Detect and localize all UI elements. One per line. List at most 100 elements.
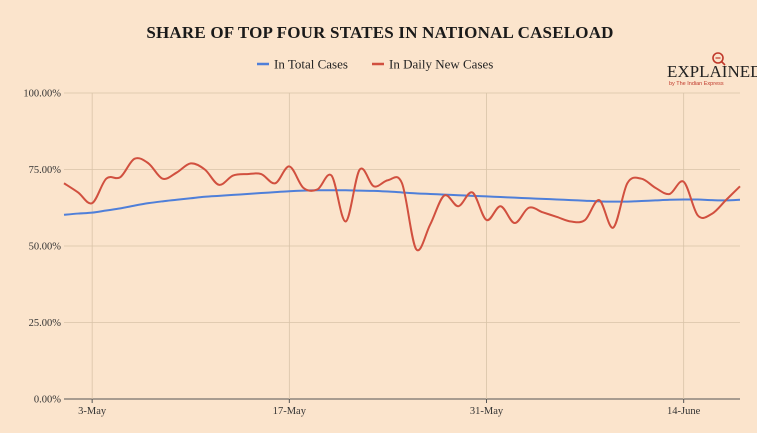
data-point <box>345 221 347 223</box>
gridlines <box>64 92 740 403</box>
data-point <box>429 224 431 226</box>
y-tick-label: 0.00% <box>34 395 61 406</box>
data-point <box>641 200 643 202</box>
data-point <box>528 197 530 199</box>
data-point <box>246 173 248 175</box>
data-point <box>697 215 699 217</box>
y-tick-label: 25.00% <box>29 318 62 329</box>
data-point <box>739 185 741 187</box>
data-point <box>260 192 262 194</box>
data-point <box>162 178 164 180</box>
data-point <box>218 195 220 197</box>
data-point <box>528 207 530 209</box>
chart-title: SHARE OF TOP FOUR STATES IN NATIONAL CAS… <box>146 23 613 42</box>
data-point <box>373 185 375 187</box>
data-point <box>626 201 628 203</box>
data-point <box>63 182 65 184</box>
data-point <box>500 196 502 198</box>
data-point <box>725 199 727 201</box>
data-point <box>134 158 136 160</box>
data-point <box>683 199 685 201</box>
data-point <box>274 191 276 193</box>
data-point <box>63 214 65 216</box>
brand-subtitle: by The Indian Express <box>669 81 724 87</box>
data-point <box>176 172 178 174</box>
data-point <box>641 178 643 180</box>
data-point <box>162 200 164 202</box>
x-tick-label: 17-May <box>273 406 307 417</box>
data-point <box>711 199 713 201</box>
data-point <box>415 248 417 250</box>
series-total-cases <box>63 189 741 216</box>
data-point <box>655 200 657 202</box>
data-point <box>345 189 347 191</box>
data-point <box>176 199 178 201</box>
data-point <box>584 200 586 202</box>
series-line <box>63 189 741 216</box>
data-point <box>542 198 544 200</box>
data-point <box>486 196 488 198</box>
data-point <box>697 199 699 201</box>
data-point <box>669 193 671 195</box>
data-point <box>486 219 488 221</box>
data-point <box>317 188 319 190</box>
data-point <box>457 205 459 207</box>
data-point <box>739 199 741 201</box>
data-point <box>331 175 333 177</box>
data-point <box>331 189 333 191</box>
data-point <box>119 176 121 178</box>
data-point <box>443 195 445 197</box>
series-daily-new-cases <box>63 157 741 252</box>
data-point <box>288 190 290 192</box>
data-point <box>542 211 544 213</box>
series-line <box>63 157 741 252</box>
x-tick-label: 31-May <box>470 406 504 417</box>
data-point <box>429 193 431 195</box>
data-point <box>556 216 558 218</box>
data-point <box>260 173 262 175</box>
series-layer <box>63 157 741 252</box>
data-point <box>218 184 220 186</box>
data-point <box>401 192 403 194</box>
y-tick-label: 75.00% <box>29 165 62 176</box>
data-point <box>570 199 572 201</box>
data-point <box>303 190 305 192</box>
data-point <box>105 178 107 180</box>
data-point <box>711 213 713 215</box>
brand-logo: EXPLAINED by The Indian Express <box>667 52 757 87</box>
data-point <box>134 205 136 207</box>
data-point <box>190 162 192 164</box>
data-point <box>359 190 361 192</box>
legend: In Total Cases In Daily New Cases <box>257 57 493 72</box>
data-point <box>246 193 248 195</box>
data-point <box>91 212 93 214</box>
brand-wordmark: EXPLAINED <box>667 62 757 81</box>
data-point <box>626 182 628 184</box>
data-point <box>387 179 389 181</box>
data-point <box>570 221 572 223</box>
legend-label: In Daily New Cases <box>389 57 493 72</box>
data-point <box>77 213 79 215</box>
data-point <box>401 182 403 184</box>
data-point <box>387 191 389 193</box>
data-point <box>232 175 234 177</box>
data-point <box>514 222 516 224</box>
y-tick-label: 100.00% <box>23 89 61 100</box>
data-point <box>77 192 79 194</box>
data-point <box>91 202 93 204</box>
data-point <box>655 187 657 189</box>
data-point <box>359 169 361 171</box>
data-point <box>612 227 614 229</box>
data-point <box>669 199 671 201</box>
data-point <box>556 199 558 201</box>
data-point <box>584 219 586 221</box>
data-point <box>415 192 417 194</box>
legend-label: In Total Cases <box>274 57 348 72</box>
data-point <box>373 190 375 192</box>
data-point <box>204 196 206 198</box>
data-point <box>190 197 192 199</box>
x-tick-label: 14-June <box>667 406 701 417</box>
x-tick-label: 3-May <box>78 406 107 417</box>
